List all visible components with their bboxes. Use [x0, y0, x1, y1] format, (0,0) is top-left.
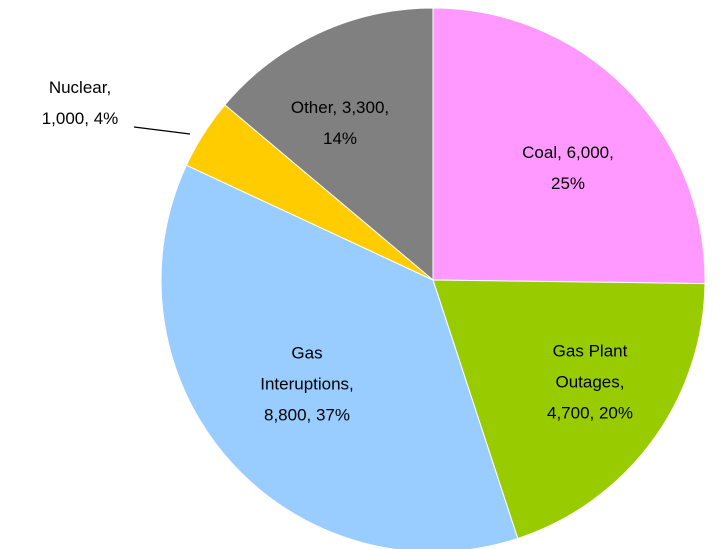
data-label: 14%	[323, 129, 357, 148]
pie	[160, 7, 706, 549]
data-label: Nuclear,	[49, 78, 111, 97]
data-label: Outages,	[556, 372, 625, 391]
data-label: Other, 3,300,	[291, 98, 389, 117]
data-label: 8,800, 37%	[264, 405, 350, 424]
data-label: Interuptions,	[260, 374, 354, 393]
pie-slice	[160, 164, 519, 549]
pie-slice	[432, 7, 706, 285]
data-label: Gas Plant	[553, 341, 628, 360]
leader-line	[133, 126, 191, 135]
data-label: 1,000, 4%	[42, 109, 119, 128]
pie-slice	[432, 279, 706, 540]
data-label: 25%	[551, 174, 585, 193]
pie-slice	[224, 7, 434, 282]
data-labels: Coal, 6,000, 25% Gas Plant Outages, 4,700, 2…	[42, 78, 633, 425]
data-label: Coal, 6,000,	[522, 143, 614, 162]
data-label: 4,700, 20%	[547, 403, 633, 422]
data-label: Gas	[291, 343, 322, 362]
